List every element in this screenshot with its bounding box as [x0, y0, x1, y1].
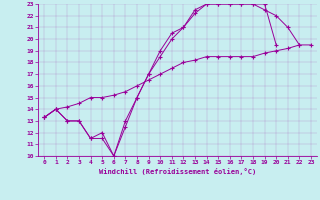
X-axis label: Windchill (Refroidissement éolien,°C): Windchill (Refroidissement éolien,°C)	[99, 168, 256, 175]
